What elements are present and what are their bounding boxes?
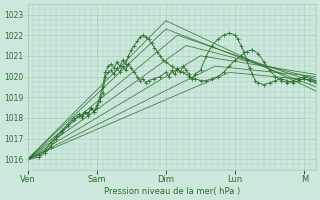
X-axis label: Pression niveau de la mer( hPa ): Pression niveau de la mer( hPa ) <box>104 187 240 196</box>
